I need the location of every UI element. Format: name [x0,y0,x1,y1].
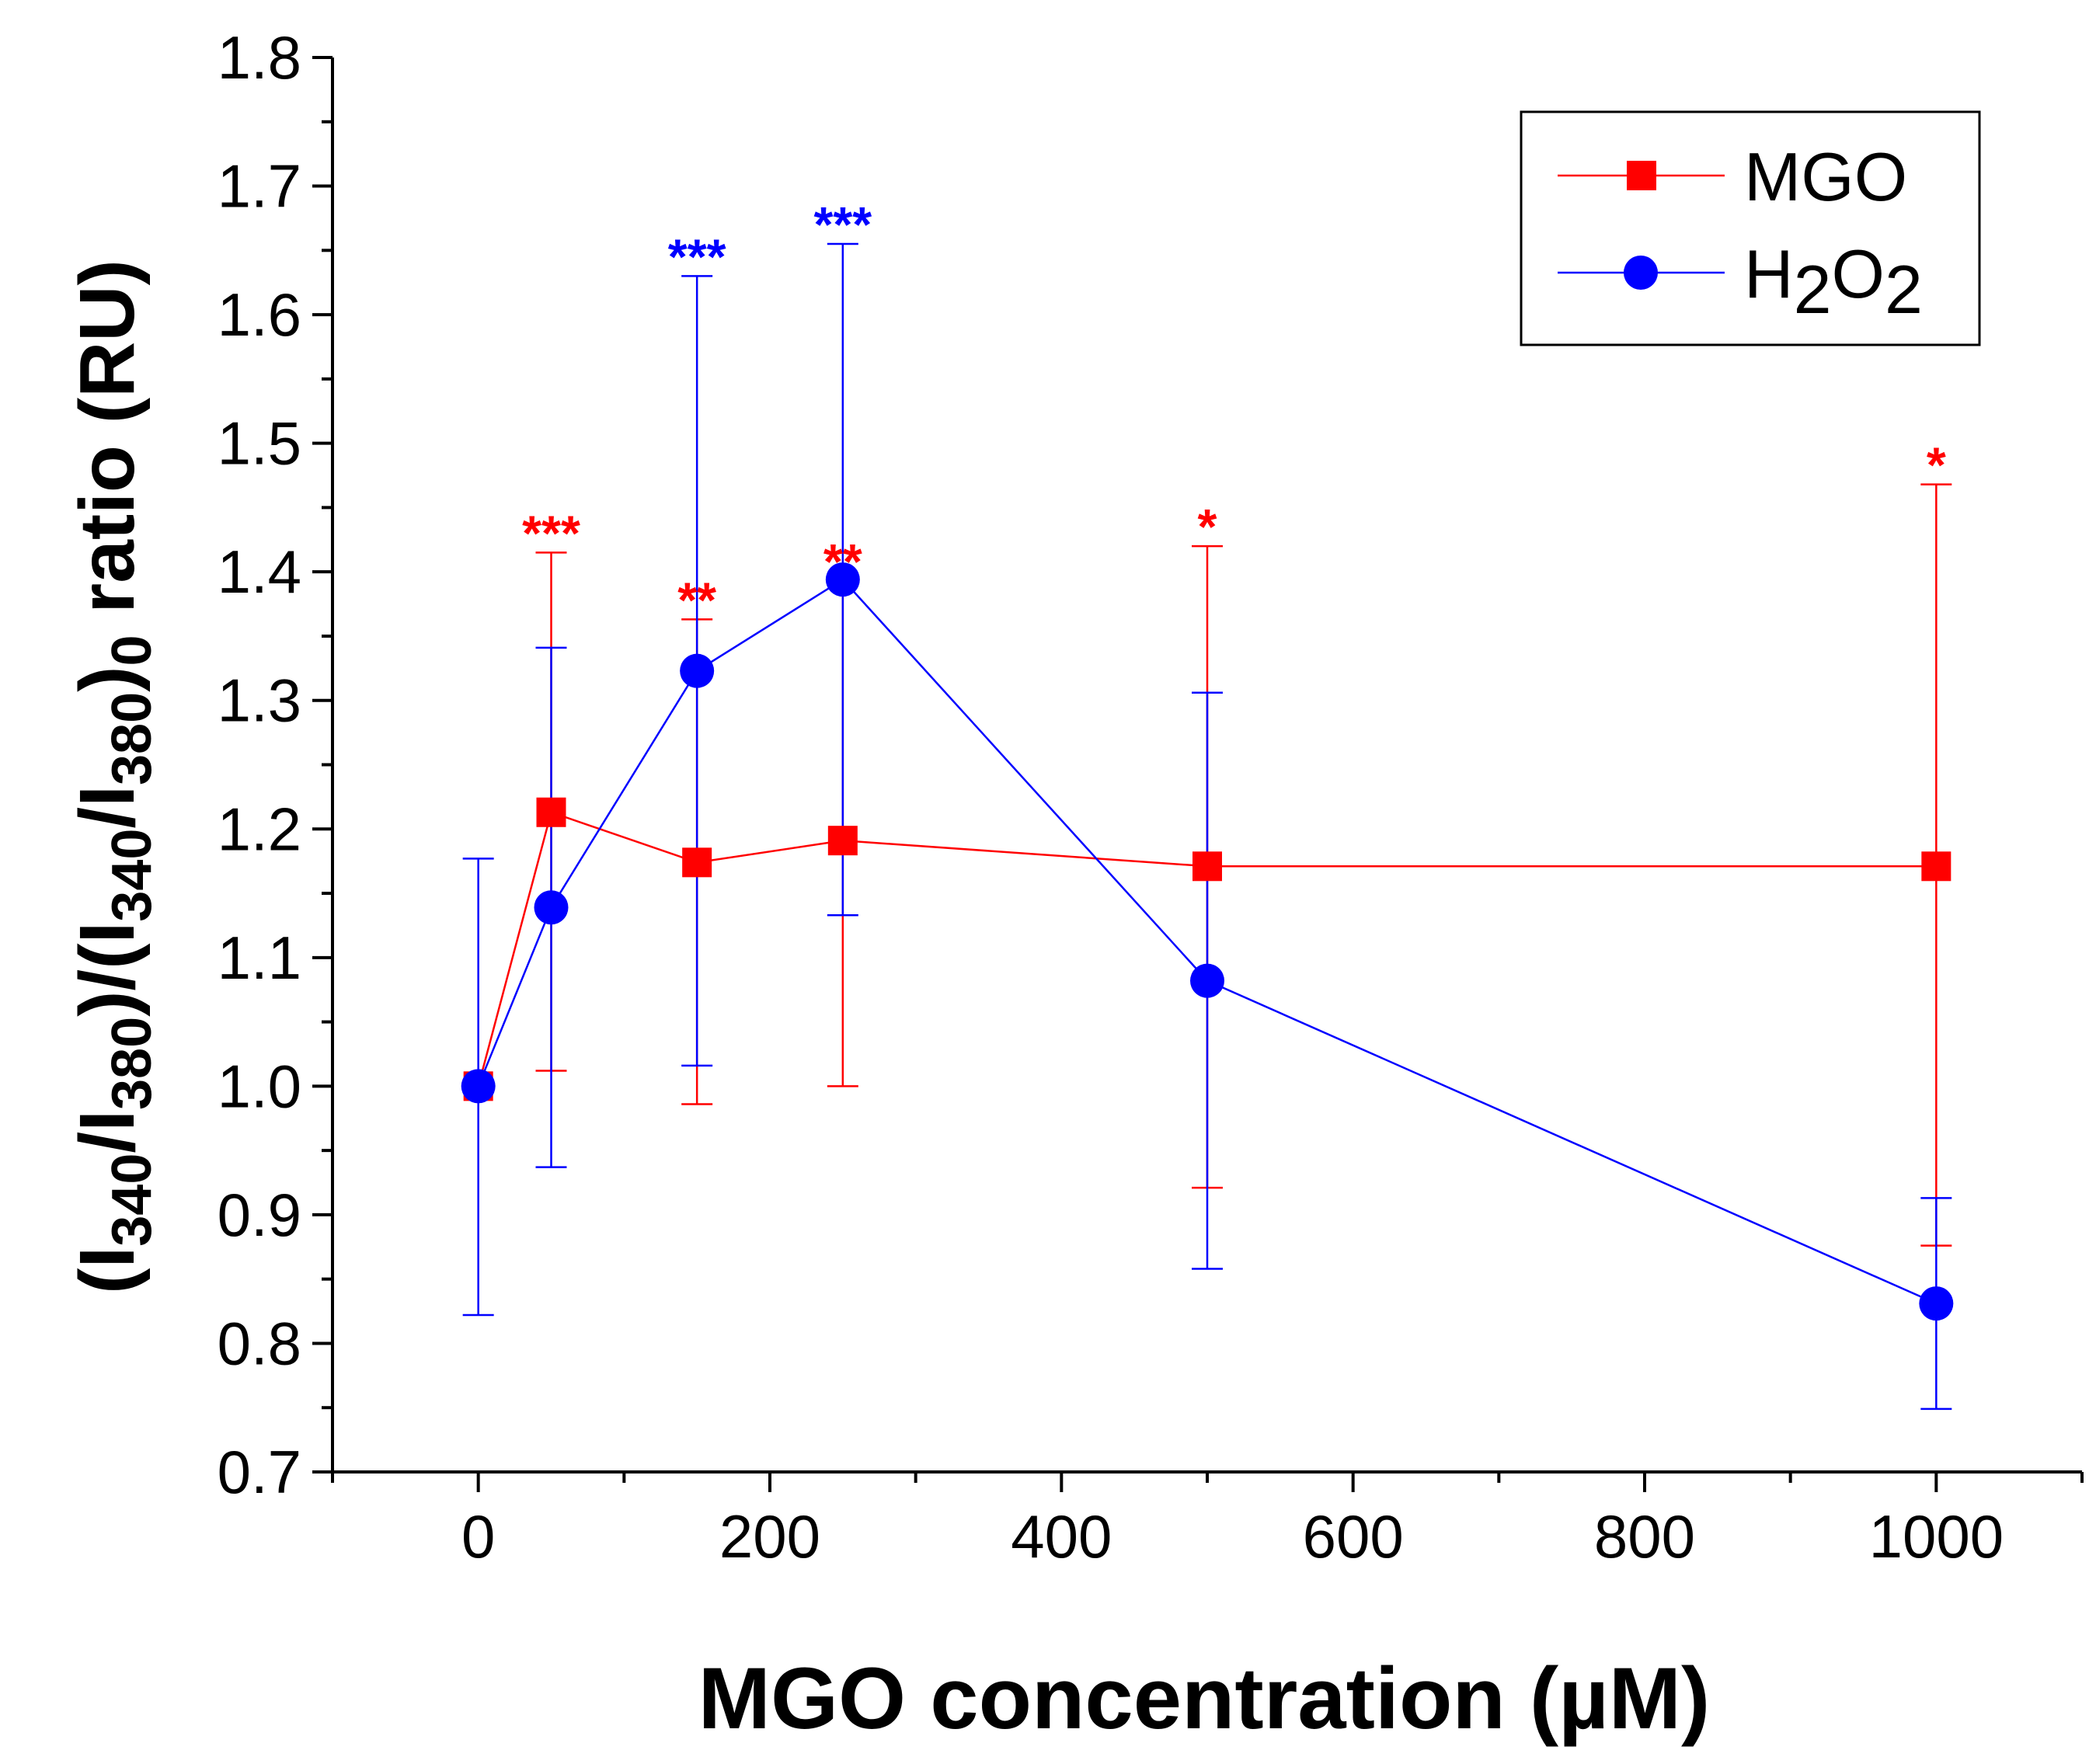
mgo-significance-mark: ** [823,534,862,590]
text-part: ratio (RU) [64,259,151,635]
y-axis-title: (I340/I380)/(I340/I380)0 ratio (RU) [64,259,163,1294]
h2o2-significance-mark: *** [813,197,872,252]
mgo-marker [827,826,858,856]
legend-mgo-label: MGO [1744,138,1907,215]
h2o2-marker [680,653,715,688]
subscript-part: 340 [101,829,163,922]
mgo-significance-mark: * [1198,499,1217,555]
x-tick-label: 1000 [1869,1502,2004,1571]
data-markers [461,562,1954,1321]
mgo-series-line [477,811,1937,1087]
subscript-part: 0 [101,635,163,666]
y-tick-label: 1.1 [218,924,301,992]
y-tick-label: 1.3 [218,666,301,735]
subscript-part: 2 [1794,251,1832,328]
axes: 0.7 0.8 0.9 1.0 1.1 1.2 1.3 1.4 1.5 1.6 1.7 1.8 0 200… [218,23,2084,1571]
subscript-part: 2 [1885,251,1923,328]
text-part: /I [64,1110,151,1153]
y-tick-label: 0.8 [218,1309,301,1377]
series-lines [477,578,1937,1305]
x-tick-label: 0 [461,1502,495,1571]
y-tick-label: 1.4 [218,538,301,606]
mgo-marker [536,797,566,827]
mgo-marker [1192,851,1222,882]
legend-box [1520,110,1981,346]
h2o2-marker [534,890,569,925]
h2o2-marker [825,562,860,597]
mgo-marker [1921,851,1952,882]
legend-mgo-marker [1627,161,1656,190]
legend-h2o2-marker [1624,256,1658,290]
mgo-significance-mark: * [1927,437,1946,493]
text-part: ) [64,666,151,692]
text-part: (I [64,1247,151,1294]
x-tick-label: 600 [1303,1502,1404,1571]
text-part: MGO [1744,138,1907,215]
h2o2-marker [1919,1286,1954,1321]
h2o2-series-line [477,578,1937,1305]
y-tick-label: 1.0 [218,1052,301,1120]
text-part: )/(I [64,922,151,1017]
y-tick-label: 0.9 [218,1181,301,1249]
subscript-part: 380 [101,692,163,785]
x-axis-title: MGO concentration (µM) [698,1650,1711,1747]
subscript-part: 340 [101,1153,163,1247]
x-tick-label: 400 [1011,1502,1112,1571]
significance-marks: *************** [522,197,1946,628]
mgo-marker [682,847,712,878]
y-tick-label: 1.2 [218,795,301,863]
h2o2-marker [461,1069,496,1104]
x-tick-label: 200 [719,1502,820,1571]
legend-h2o2-label: H2O2 [1744,235,1923,328]
h2o2-significance-mark: *** [668,228,726,284]
y-tick-label: 0.7 [218,1438,301,1506]
text-part: H [1744,235,1794,312]
subscript-part: 380 [101,1017,163,1110]
text-part: O [1832,235,1885,312]
x-tick-label: 800 [1594,1502,1695,1571]
y-tick-label: 1.5 [218,409,301,478]
mgo-significance-mark: *** [522,505,580,561]
h2o2-marker [1190,963,1224,998]
text-part: /I [64,785,151,829]
y-tick-label: 1.8 [218,23,301,92]
mgo-significance-mark: ** [677,572,716,628]
y-tick-label: 1.6 [218,280,301,349]
y-tick-label: 1.7 [218,152,301,221]
